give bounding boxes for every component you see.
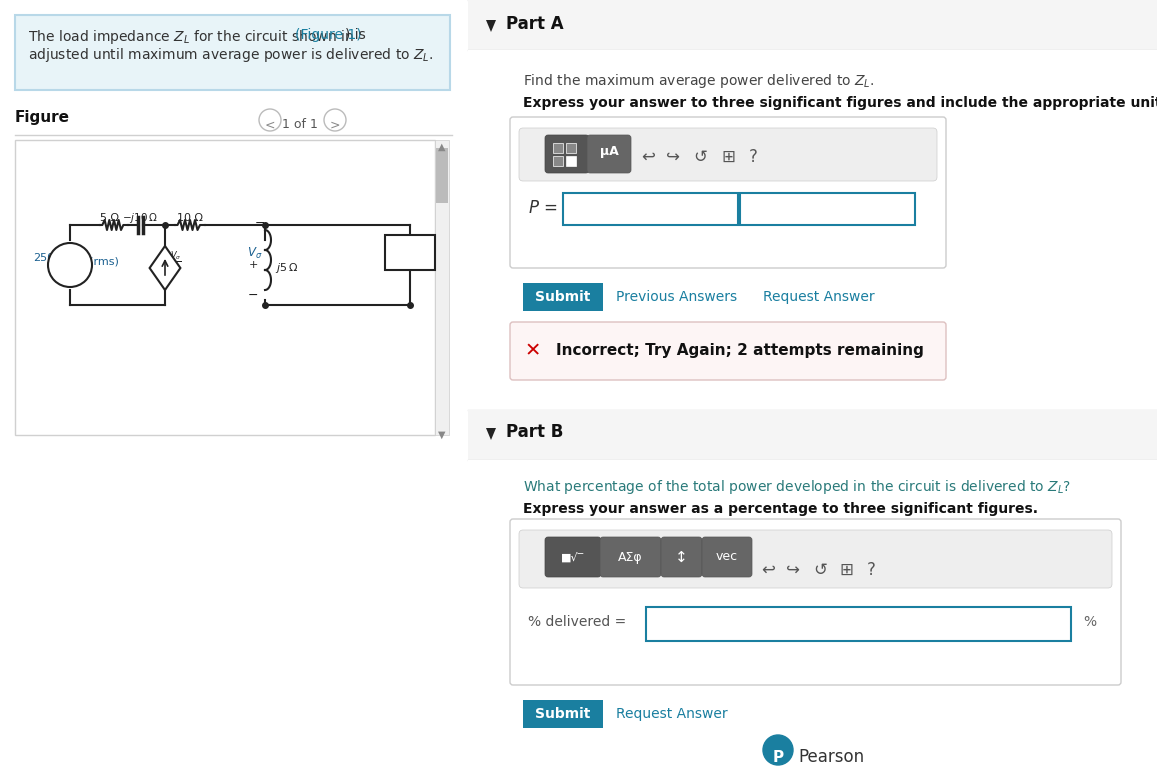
Text: Express your answer as a percentage to three significant figures.: Express your answer as a percentage to t… [523, 502, 1038, 516]
Bar [435, 140, 449, 435]
Polygon shape [486, 20, 496, 32]
Text: ?: ? [749, 148, 758, 166]
Bar [740, 193, 915, 225]
Text: +: + [60, 255, 71, 268]
Text: ✕: ✕ [525, 341, 541, 361]
Text: % delivered =: % delivered = [528, 615, 626, 629]
Text: Figure: Figure [15, 110, 71, 125]
Text: What percentage of the total power developed in the circuit is delivered to $Z_L: What percentage of the total power devel… [523, 478, 1071, 496]
Text: Incorrect; Try Again; 2 attempts remaining: Incorrect; Try Again; 2 attempts remaini… [557, 344, 924, 359]
Text: 5 Ω: 5 Ω [101, 213, 119, 223]
Bar [563, 193, 738, 225]
Text: ) is: ) is [345, 28, 366, 42]
Text: Express your answer to three significant figures and include the appropriate uni: Express your answer to three significant… [523, 96, 1157, 110]
Bar [385, 235, 435, 270]
Text: 250: 250 [34, 253, 54, 263]
FancyBboxPatch shape [510, 519, 1121, 685]
Bar [467, 410, 1157, 460]
FancyBboxPatch shape [510, 117, 946, 268]
Text: 0°: 0° [60, 253, 73, 263]
Text: ▼: ▼ [439, 430, 445, 440]
Text: Submit: Submit [536, 290, 591, 304]
Text: vec: vec [716, 550, 738, 563]
Bar [566, 143, 576, 153]
Bar [15, 15, 450, 90]
Text: Previous Answers: Previous Answers [616, 290, 737, 304]
FancyBboxPatch shape [510, 322, 946, 380]
Text: Find the maximum average power delivered to $Z_L$.: Find the maximum average power delivered… [523, 72, 875, 90]
Text: Request Answer: Request Answer [762, 290, 875, 304]
Text: Value: Value [573, 201, 622, 219]
Circle shape [47, 243, 93, 287]
Bar [467, 0, 1157, 776]
FancyBboxPatch shape [519, 128, 937, 181]
Text: −: − [248, 289, 258, 302]
Text: >: > [330, 119, 340, 131]
Text: ↕: ↕ [675, 549, 687, 564]
Text: W: W [753, 201, 771, 219]
Text: ⊞: ⊞ [839, 561, 853, 579]
Text: (Figure 1): (Figure 1) [295, 28, 362, 42]
Text: +: + [249, 260, 258, 270]
Text: μA: μA [599, 144, 618, 158]
Bar [566, 156, 576, 166]
Text: Part B: Part B [506, 423, 563, 441]
Text: AΣφ: AΣφ [618, 550, 642, 563]
Text: −: − [59, 266, 72, 282]
Bar [646, 607, 1071, 641]
Text: ∠: ∠ [52, 253, 62, 263]
Text: ■√‾: ■√‾ [561, 552, 584, 562]
Bar [523, 283, 603, 311]
Text: ↩: ↩ [641, 148, 655, 166]
FancyBboxPatch shape [545, 537, 600, 577]
Bar [436, 148, 448, 203]
Text: $Z_L$: $Z_L$ [401, 244, 418, 259]
Circle shape [324, 109, 346, 131]
Bar [523, 700, 603, 728]
Text: ?: ? [867, 561, 876, 579]
Polygon shape [486, 428, 496, 440]
Text: Submit: Submit [536, 707, 591, 721]
Bar [467, 50, 1157, 410]
Circle shape [762, 735, 793, 765]
Text: %: % [1083, 615, 1096, 629]
Text: $\frac{V_\sigma}{5}$: $\frac{V_\sigma}{5}$ [170, 249, 182, 272]
FancyBboxPatch shape [545, 135, 589, 173]
Circle shape [259, 109, 281, 131]
Text: ↪: ↪ [666, 148, 680, 166]
Bar [15, 140, 435, 435]
Text: The load impedance $Z_L$ for the circuit shown in: The load impedance $Z_L$ for the circuit… [28, 28, 354, 46]
Text: ↪: ↪ [786, 561, 799, 579]
Text: 10 Ω: 10 Ω [177, 213, 202, 223]
FancyBboxPatch shape [587, 135, 631, 173]
Text: ⊞: ⊞ [721, 148, 735, 166]
Bar [553, 156, 563, 166]
Text: V(rms): V(rms) [78, 256, 119, 266]
Text: ↺: ↺ [813, 561, 827, 579]
Bar [553, 143, 563, 153]
FancyBboxPatch shape [702, 537, 752, 577]
Text: ↺: ↺ [693, 148, 707, 166]
Text: $j5\,\Omega$: $j5\,\Omega$ [275, 261, 299, 275]
Text: Request Answer: Request Answer [616, 707, 728, 721]
Text: 1 of 1: 1 of 1 [282, 119, 318, 131]
Text: Pearson: Pearson [798, 748, 864, 766]
Bar [467, 460, 1157, 776]
Text: $P$ =: $P$ = [528, 199, 558, 217]
FancyBboxPatch shape [519, 530, 1112, 588]
Polygon shape [149, 246, 180, 290]
Text: $V_\sigma$: $V_\sigma$ [246, 245, 263, 261]
Bar [467, 0, 1157, 50]
Text: P: P [773, 750, 783, 764]
Text: ▲: ▲ [439, 142, 445, 152]
Text: Part A: Part A [506, 15, 563, 33]
FancyBboxPatch shape [661, 537, 702, 577]
Text: −: − [255, 217, 265, 230]
FancyBboxPatch shape [600, 537, 661, 577]
Text: adjusted until maximum average power is delivered to $Z_L$.: adjusted until maximum average power is … [28, 46, 434, 64]
Text: <: < [265, 119, 275, 131]
Text: $-j10\,\Omega$: $-j10\,\Omega$ [121, 211, 159, 225]
Text: ↩: ↩ [761, 561, 775, 579]
